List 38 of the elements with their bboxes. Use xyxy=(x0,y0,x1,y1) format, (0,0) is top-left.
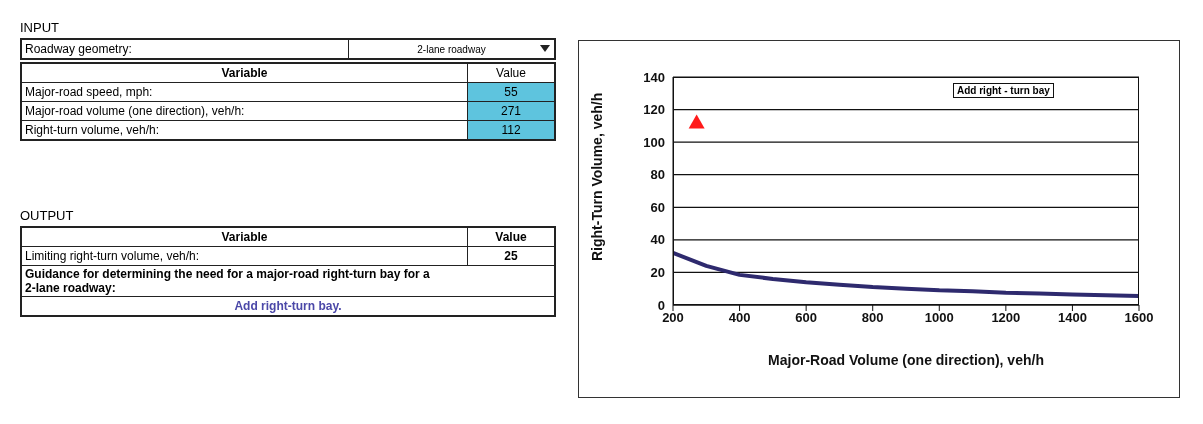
text: Limiting right-turn volume, veh/h: xyxy=(21,246,468,266)
text: Right-turn volume, veh/h: xyxy=(21,120,468,140)
y-tick-label: 80 xyxy=(650,167,665,183)
x-tick-label: 1400 xyxy=(1057,310,1087,326)
x-tick-label: 1200 xyxy=(991,310,1021,326)
x-tick-label: 1600 xyxy=(1124,310,1154,326)
y-tick-label: 40 xyxy=(650,232,665,248)
text: INPUT xyxy=(20,20,60,35)
text: Guidance for determining the need for a major-road right-turn bay for a 2-lane roadway: xyxy=(21,265,555,297)
x-tick-label: 400 xyxy=(728,310,751,326)
x-tick-label: 200 xyxy=(662,310,684,326)
annotation: Add right - turn bay xyxy=(953,83,1054,98)
text: Value xyxy=(467,63,555,83)
text: Value xyxy=(467,227,555,247)
text: Major-road volume (one direction), veh/h: xyxy=(21,101,468,121)
text: Variable xyxy=(21,227,468,247)
x-tick-label: 800 xyxy=(861,310,884,326)
text: 25 xyxy=(467,246,555,266)
y-tick-label: 0 xyxy=(657,297,665,313)
text: Roadway geometry: xyxy=(21,39,349,59)
y-tick-label: 140 xyxy=(643,69,665,85)
y-axis-title: Right-Turn Volume, veh/h xyxy=(588,92,605,261)
text: 55 xyxy=(467,82,555,102)
text: OUTPUT xyxy=(20,208,75,223)
x-tick-label: 1000 xyxy=(924,310,954,326)
y-tick-label: 20 xyxy=(650,265,665,281)
text: Add right-turn bay. xyxy=(21,296,555,316)
text: Major-road speed, mph: xyxy=(21,82,468,102)
x-tick-label: 600 xyxy=(795,310,817,326)
line-series xyxy=(673,250,1139,299)
y-tick-label: 60 xyxy=(650,199,665,215)
y-tick-label: 100 xyxy=(643,134,665,150)
text: Variable xyxy=(21,63,468,83)
text: 271 xyxy=(467,101,555,121)
y-tick-label: 120 xyxy=(643,102,665,118)
text: 2-lane roadway xyxy=(417,44,486,55)
text: 112 xyxy=(467,120,555,140)
x-axis-title: Major-Road Volume (one direction), veh/h xyxy=(768,352,1044,368)
